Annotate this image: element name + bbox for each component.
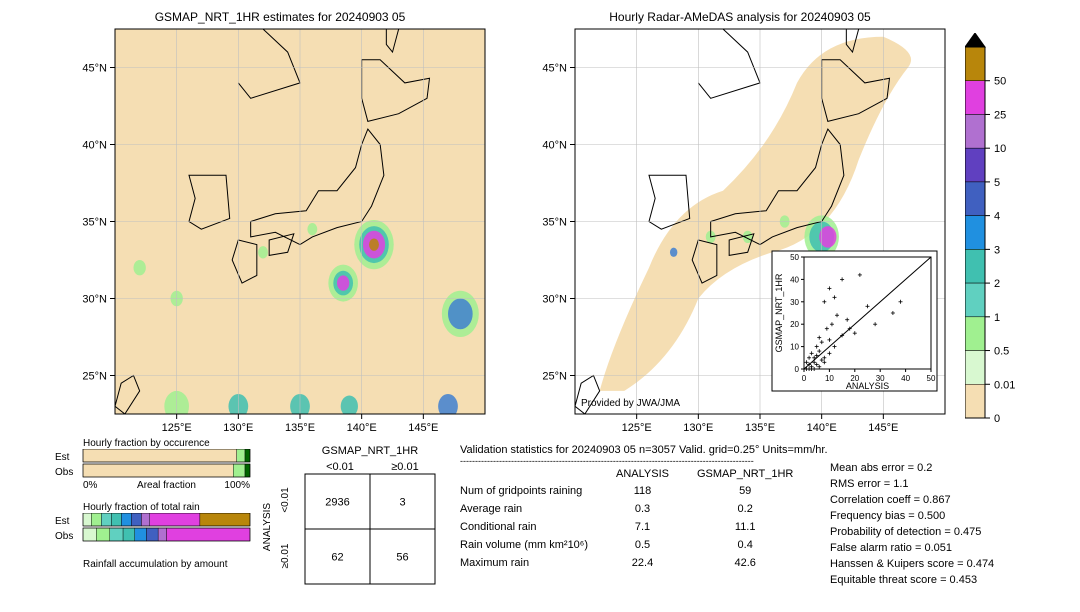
svg-text:3: 3 xyxy=(399,497,405,509)
svg-text:10: 10 xyxy=(790,343,799,352)
svg-text:ANALYSIS: ANALYSIS xyxy=(262,503,273,551)
figure-container: GSMAP_NRT_1HR estimates for 20240903 05 1… xyxy=(0,0,1080,612)
skill-row: Correlation coeff = 0.867 xyxy=(830,492,1065,508)
svg-text:30°N: 30°N xyxy=(542,294,567,306)
svg-text:25: 25 xyxy=(994,109,1006,121)
svg-text:≥0.01: ≥0.01 xyxy=(391,461,418,473)
svg-text:GSMAP_NRT_1HR: GSMAP_NRT_1HR xyxy=(322,445,418,457)
svg-text:<0.01: <0.01 xyxy=(280,487,291,513)
svg-text:135°E: 135°E xyxy=(285,422,315,434)
skill-row: Frequency bias = 0.500 xyxy=(830,508,1065,524)
svg-text:Areal fraction: Areal fraction xyxy=(137,480,196,491)
svg-text:0.01: 0.01 xyxy=(994,379,1015,391)
svg-text:<0.01: <0.01 xyxy=(326,461,354,473)
hbar-footer: Rainfall accumulation by amount xyxy=(83,559,255,570)
svg-text:50: 50 xyxy=(790,253,799,262)
svg-text:50: 50 xyxy=(994,76,1006,88)
stats-row-label: Rain volume (mm km²10⁶) xyxy=(460,536,602,554)
svg-text:35°N: 35°N xyxy=(542,217,567,229)
map-panel: GSMAP_NRT_1HR estimates for 20240903 05 1… xyxy=(70,10,490,455)
svg-text:125°E: 125°E xyxy=(622,422,652,434)
skill-stats: Mean abs error = 0.2RMS error = 1.1Corre… xyxy=(830,460,1065,610)
svg-text:50: 50 xyxy=(927,374,936,383)
stats-row-label: Average rain xyxy=(460,500,602,518)
stats-title: Validation statistics for 20240903 05 n=… xyxy=(460,444,930,456)
svg-text:Obs: Obs xyxy=(55,531,73,542)
svg-text:3: 3 xyxy=(994,244,1000,256)
svg-text:62: 62 xyxy=(331,552,343,564)
svg-text:Est: Est xyxy=(55,516,70,527)
hbar-panel: Hourly fraction by occurence Est Obs 0% Area… xyxy=(55,438,255,495)
svg-text:30: 30 xyxy=(790,298,799,307)
svg-text:2936: 2936 xyxy=(325,497,349,509)
svg-text:125°E: 125°E xyxy=(162,422,192,434)
svg-text:1: 1 xyxy=(994,312,1000,324)
svg-text:140°E: 140°E xyxy=(807,422,837,434)
svg-text:≥0.01: ≥0.01 xyxy=(280,543,291,568)
colorbar: 0 0.01 0.5 1 2 3 4 5 10 25 50 xyxy=(965,33,1075,448)
svg-text:2: 2 xyxy=(994,278,1000,290)
svg-text:130°E: 130°E xyxy=(683,422,713,434)
svg-text:0: 0 xyxy=(802,374,807,383)
svg-text:30°N: 30°N xyxy=(82,294,107,306)
svg-text:0%: 0% xyxy=(83,480,98,491)
svg-text:40°N: 40°N xyxy=(82,140,107,152)
svg-text:45°N: 45°N xyxy=(82,63,107,75)
svg-text:145°E: 145°E xyxy=(408,422,438,434)
svg-text:145°E: 145°E xyxy=(868,422,898,434)
svg-text:45°N: 45°N xyxy=(542,63,567,75)
svg-text:Obs: Obs xyxy=(55,467,73,478)
stats-row-label: Conditional rain xyxy=(460,518,602,536)
svg-text:5: 5 xyxy=(994,177,1000,189)
contingency-table: GSMAP_NRT_1HR <0.01 ≥0.01 ANALYSIS <0.01 ≥0.0… xyxy=(260,444,450,594)
map-attribution: Provided by JWA/JMA xyxy=(581,398,680,409)
svg-text:135°E: 135°E xyxy=(745,422,775,434)
svg-text:Est: Est xyxy=(55,452,70,463)
hbar-title: Hourly fraction of total rain xyxy=(83,502,255,513)
svg-text:20: 20 xyxy=(790,320,799,329)
svg-text:130°E: 130°E xyxy=(223,422,253,434)
map-panel: Hourly Radar-AMeDAS analysis for 2024090… xyxy=(530,10,950,455)
svg-text:35°N: 35°N xyxy=(82,217,107,229)
skill-row: False alarm ratio = 0.051 xyxy=(830,540,1065,556)
svg-text:140°E: 140°E xyxy=(347,422,377,434)
svg-text:40: 40 xyxy=(901,374,910,383)
map-title: GSMAP_NRT_1HR estimates for 20240903 05 xyxy=(70,10,490,24)
svg-text:0: 0 xyxy=(994,413,1000,425)
svg-text:10: 10 xyxy=(825,374,834,383)
svg-text:4: 4 xyxy=(994,211,1000,223)
svg-text:40°N: 40°N xyxy=(542,140,567,152)
svg-text:56: 56 xyxy=(396,552,408,564)
svg-text:0.5: 0.5 xyxy=(994,346,1009,358)
stats-row-label: Maximum rain xyxy=(460,554,602,572)
hbar-panel: Hourly fraction of total rain Est Obs Rainf… xyxy=(55,502,255,570)
skill-row: Hanssen & Kuipers score = 0.474 xyxy=(830,556,1065,572)
skill-row: Mean abs error = 0.2 xyxy=(830,460,1065,476)
svg-text:40: 40 xyxy=(790,275,799,284)
skill-row: RMS error = 1.1 xyxy=(830,476,1065,492)
svg-text:0: 0 xyxy=(795,365,800,374)
svg-text:ANALYSIS: ANALYSIS xyxy=(846,381,889,391)
svg-text:10: 10 xyxy=(994,143,1006,155)
map-title: Hourly Radar-AMeDAS analysis for 2024090… xyxy=(530,10,950,24)
svg-text:100%: 100% xyxy=(224,480,250,491)
skill-row: Probability of detection = 0.475 xyxy=(830,524,1065,540)
svg-text:GSMAP_NRT_1HR: GSMAP_NRT_1HR xyxy=(774,273,784,352)
stats-grid: ANALYSISGSMAP_NRT_1HRNum of gridpoints r… xyxy=(460,466,807,572)
hbar-title: Hourly fraction by occurence xyxy=(83,438,255,449)
stats-row-label: Num of gridpoints raining xyxy=(460,482,602,500)
svg-text:25°N: 25°N xyxy=(82,371,107,383)
svg-text:25°N: 25°N xyxy=(542,371,567,383)
skill-row: Equitable threat score = 0.453 xyxy=(830,572,1065,588)
